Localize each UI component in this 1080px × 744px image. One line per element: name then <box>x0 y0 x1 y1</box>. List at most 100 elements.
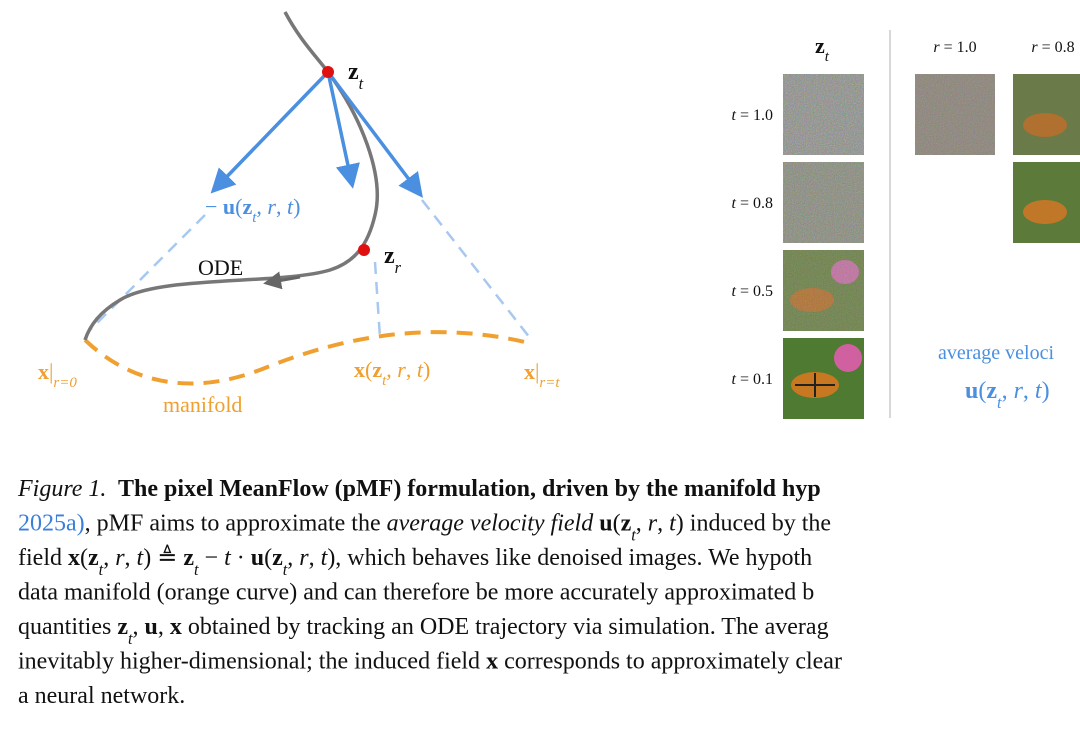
text-run: r <box>1014 378 1024 404</box>
text-run: z <box>88 545 99 571</box>
text-run: , <box>657 511 669 537</box>
tile-noise <box>915 74 995 155</box>
text-run: average velocity field <box>387 511 595 537</box>
label-x-r0: x|r=0 <box>38 359 77 391</box>
text-run: t <box>321 545 329 571</box>
zt-tiles <box>783 74 864 419</box>
text-run: u <box>145 614 158 640</box>
caption-line: inevitably higher-dimensional; the induc… <box>18 649 842 675</box>
text-run: · <box>231 545 251 571</box>
point-zr <box>358 244 370 256</box>
text-run: ), which behaves like denoised images. W… <box>327 545 812 571</box>
text-run: , <box>158 614 170 640</box>
text-run: , <box>1023 378 1035 404</box>
label-manifold: manifold <box>163 392 242 417</box>
text-run: x <box>524 359 535 384</box>
text-run: t <box>137 545 145 571</box>
text-run: , <box>276 194 287 219</box>
text-run: ) <box>1042 378 1050 404</box>
text-run: = 1.0 <box>940 39 977 56</box>
text-run: ( <box>978 378 986 404</box>
text-run: t <box>417 357 424 382</box>
text-run: quantities <box>18 614 117 640</box>
text-run: x <box>68 545 80 571</box>
text-run: induced by the <box>684 511 831 537</box>
tile-noise <box>783 250 864 331</box>
text-run: ( <box>235 194 242 219</box>
text-run: t <box>128 629 133 648</box>
text-run: ( <box>80 545 88 571</box>
text-run: Figure 1. <box>17 476 106 502</box>
text-run: corresponds to approximately clear <box>498 649 842 675</box>
row-label: t = 0.5 <box>732 283 773 300</box>
text-run: a neural network. <box>18 683 185 709</box>
row-label: t = 1.0 <box>732 107 773 124</box>
text-run: , <box>386 357 397 382</box>
butterfly-veins <box>795 373 835 397</box>
label-average-formula: u(zt, r, t) <box>965 378 1050 412</box>
text-run: z <box>372 357 382 382</box>
text-run: − <box>199 545 225 571</box>
dashed-line <box>89 214 206 331</box>
velocity-arrow <box>210 70 330 194</box>
text-run: t <box>382 373 387 389</box>
text-run: u <box>965 378 978 404</box>
text-run: , <box>103 545 115 571</box>
text-run: r <box>933 39 940 56</box>
text-run: 2025a) <box>18 511 85 537</box>
text-run: z <box>272 545 283 571</box>
text-run: r <box>397 357 406 382</box>
velocity-arrow <box>326 71 360 189</box>
text-run: t <box>732 195 737 212</box>
text-run: ( <box>613 511 621 537</box>
label-ode: ODE <box>198 255 243 280</box>
text-run: average veloci <box>938 342 1054 364</box>
text-run: r <box>115 545 125 571</box>
text-run: , <box>256 194 267 219</box>
text-run: data manifold (orange curve) and can the… <box>18 580 814 606</box>
dashed-line <box>421 199 531 339</box>
text-run: obtained by tracking an ODE trajectory v… <box>182 614 829 640</box>
text-run: = 0.1 <box>736 371 773 388</box>
manifold-curve <box>83 330 526 386</box>
text-run: u <box>599 511 612 537</box>
diagram-shapes <box>83 11 531 386</box>
text-run: u <box>223 194 235 219</box>
text-run: x <box>486 649 498 675</box>
point-zt <box>322 66 334 78</box>
text-run: = 0.5 <box>736 283 773 300</box>
text-run: r <box>648 511 658 537</box>
flower <box>834 344 862 372</box>
caption-line: Figure 1. The pixel MeanFlow (pMF) formu… <box>17 476 821 502</box>
caption-line: data manifold (orange curve) and can the… <box>18 580 814 606</box>
tile-noise <box>783 162 864 243</box>
text-run: , pMF aims to approximate the <box>85 511 387 537</box>
text-run: | <box>535 359 539 384</box>
dashed-line <box>373 261 382 339</box>
text-run: x <box>354 357 365 382</box>
label-velocity: − u(zt, r, t) <box>205 194 300 226</box>
text-run: = 1.0 <box>736 107 773 124</box>
text-run: t <box>99 560 104 579</box>
text-run: t <box>732 283 737 300</box>
text-run: = 0.8 <box>1038 39 1075 56</box>
text-run: z <box>348 59 359 85</box>
text-run: t <box>359 74 364 93</box>
text-run: , <box>1002 378 1014 404</box>
label-zr: zr <box>384 243 402 277</box>
text-run: = 0.8 <box>736 195 773 212</box>
text-run: t <box>732 107 737 124</box>
text-run: t <box>732 371 737 388</box>
text-run: x <box>38 359 49 384</box>
text-run: z <box>117 614 128 640</box>
butterfly <box>1023 113 1067 137</box>
text-run: r=0 <box>53 375 77 391</box>
text-run: , <box>636 511 648 537</box>
text-run: , <box>125 545 137 571</box>
text-run: r <box>1031 39 1038 56</box>
text-run: z <box>621 511 632 537</box>
text-run: t <box>669 511 677 537</box>
column-header: r = 1.0 <box>933 39 976 56</box>
